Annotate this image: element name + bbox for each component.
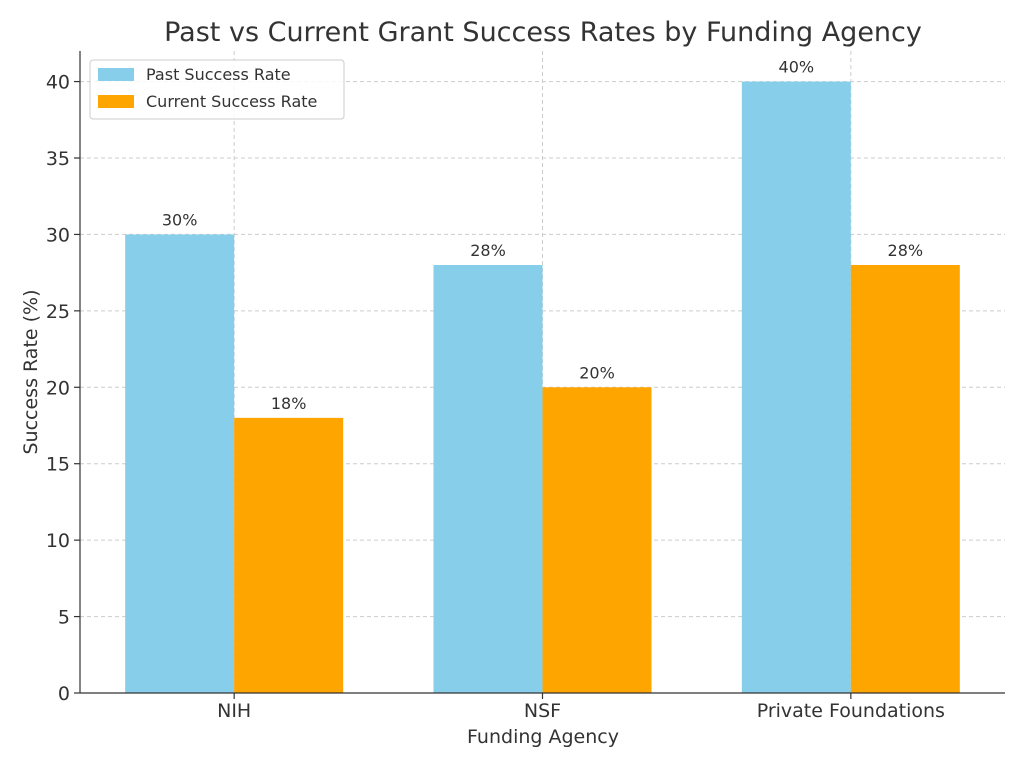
legend-frame <box>89 59 345 120</box>
bar <box>433 265 543 693</box>
data-label: 28% <box>888 241 924 260</box>
chart-title: Past vs Current Grant Success Rates by F… <box>164 17 922 48</box>
x-tick-label: NSF <box>524 700 561 722</box>
bar <box>234 417 344 693</box>
bar <box>741 81 851 694</box>
legend-label-past: Past Success Rate <box>146 65 291 84</box>
bars <box>125 81 960 694</box>
y-ticks: 0 5 10 15 20 25 30 35 40 <box>46 72 80 705</box>
bar <box>542 387 652 693</box>
y-tick-label: 35 <box>46 148 70 170</box>
legend-swatch-current <box>98 95 134 108</box>
data-label: 20% <box>579 363 615 382</box>
y-tick-label: 10 <box>46 530 70 552</box>
x-ticks: NIH NSF Private Foundations <box>217 693 945 722</box>
data-label: 40% <box>779 58 815 77</box>
y-tick-label: 20 <box>46 377 70 399</box>
y-tick-label: 15 <box>46 454 70 476</box>
x-axis-label: Funding Agency <box>467 726 619 748</box>
data-label: 30% <box>162 210 198 229</box>
data-label: 18% <box>271 394 307 413</box>
y-tick-label: 5 <box>58 607 70 629</box>
data-labels: 30% 18% 28% 20% 40% 28% <box>162 58 923 413</box>
legend-label-current: Current Success Rate <box>146 92 317 111</box>
bar <box>125 234 235 693</box>
y-tick-label: 25 <box>46 301 70 323</box>
legend-swatch-past <box>98 68 134 81</box>
y-tick-label: 40 <box>46 72 70 94</box>
legend: Past Success Rate Current Success Rate <box>89 59 345 120</box>
data-label: 28% <box>470 241 506 260</box>
y-tick-label: 0 <box>58 683 70 705</box>
y-axis-label: Success Rate (%) <box>20 289 42 454</box>
x-tick-label: Private Foundations <box>757 700 945 722</box>
y-tick-label: 30 <box>46 224 70 246</box>
x-tick-label: NIH <box>217 700 251 722</box>
bar <box>850 265 960 693</box>
